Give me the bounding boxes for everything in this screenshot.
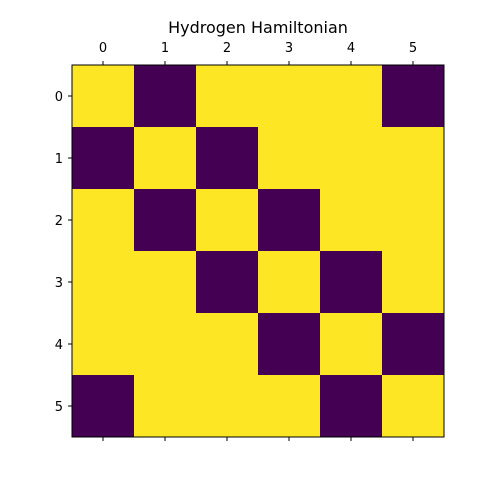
- y-tick-label-5: 5: [55, 400, 63, 415]
- x-tick-label-3: 3: [285, 41, 293, 56]
- heatmap-cell-r3-c4: [320, 251, 383, 314]
- heatmap-cell-r1-c2: [196, 127, 259, 190]
- heatmap-cell-r3-c0: [72, 251, 135, 314]
- heatmap-cell-r3-c2: [196, 251, 259, 314]
- heatmap-cell-r0-c2: [196, 65, 259, 128]
- heatmap-cell-r5-c0: [72, 375, 135, 438]
- heatmap-cells: [72, 65, 445, 438]
- y-tick-label-4: 4: [55, 338, 63, 353]
- heatmap-cell-r4-c5: [382, 313, 445, 376]
- heatmap-cell-r5-c4: [320, 375, 383, 438]
- heatmap-cell-r2-c5: [382, 189, 445, 252]
- heatmap-cell-r1-c5: [382, 127, 445, 190]
- heatmap-cell-r1-c3: [258, 127, 321, 190]
- x-tick-label-5: 5: [409, 41, 417, 56]
- x-tick-label-4: 4: [347, 41, 355, 56]
- chart-title: Hydrogen Hamiltonian: [168, 18, 348, 37]
- heatmap-cell-r4-c2: [196, 313, 259, 376]
- plot-frame: [71, 64, 445, 438]
- heatmap-cell-r2-c1: [134, 189, 197, 252]
- x-tick-label-1: 1: [161, 41, 169, 56]
- x-tick-label-2: 2: [223, 41, 231, 56]
- heatmap-cell-r2-c2: [196, 189, 259, 252]
- y-tick-label-2: 2: [55, 214, 63, 229]
- x-tick-label-0: 0: [99, 41, 107, 56]
- heatmap-cell-r3-c3: [258, 251, 321, 314]
- heatmap-cell-r5-c2: [196, 375, 259, 438]
- heatmap-cell-r5-c5: [382, 375, 445, 438]
- x-axis-ticks: 0 1 2 3 4 5: [99, 41, 417, 441]
- heatmap-cell-r4-c3: [258, 313, 321, 376]
- heatmap-cell-r0-c4: [320, 65, 383, 128]
- heatmap-cell-r1-c0: [72, 127, 135, 190]
- heatmap-cell-r2-c3: [258, 189, 321, 252]
- heatmap-cell-r0-c5: [382, 65, 445, 128]
- heatmap-cell-r3-c1: [134, 251, 197, 314]
- heatmap-cell-r1-c1: [134, 127, 197, 190]
- heatmap-cell-r4-c1: [134, 313, 197, 376]
- heatmap-cell-r0-c3: [258, 65, 321, 128]
- heatmap-cell-r2-c4: [320, 189, 383, 252]
- heatmap-cell-r5-c3: [258, 375, 321, 438]
- y-tick-label-0: 0: [55, 90, 63, 105]
- y-axis-ticks: 0 1 2 3 4 5: [55, 90, 72, 415]
- heatmap-cell-r0-c1: [134, 65, 197, 128]
- heatmap-cell-r1-c4: [320, 127, 383, 190]
- heatmap-cell-r4-c0: [72, 313, 135, 376]
- heatmap-cell-r3-c5: [382, 251, 445, 314]
- heatmap-cell-r2-c0: [72, 189, 135, 252]
- y-tick-label-3: 3: [55, 276, 63, 291]
- heatmap-cell-r4-c4: [320, 313, 383, 376]
- heatmap-cell-r0-c0: [72, 65, 135, 128]
- heatmap-cell-r5-c1: [134, 375, 197, 438]
- y-tick-label-1: 1: [55, 152, 63, 167]
